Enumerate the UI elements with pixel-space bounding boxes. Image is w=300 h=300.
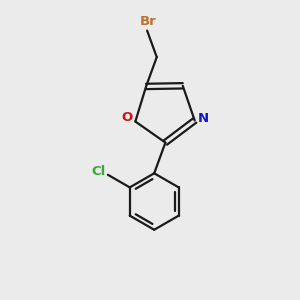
Text: Br: Br xyxy=(140,15,157,28)
Text: O: O xyxy=(122,112,133,124)
Text: N: N xyxy=(197,112,208,125)
Text: Cl: Cl xyxy=(92,165,106,178)
